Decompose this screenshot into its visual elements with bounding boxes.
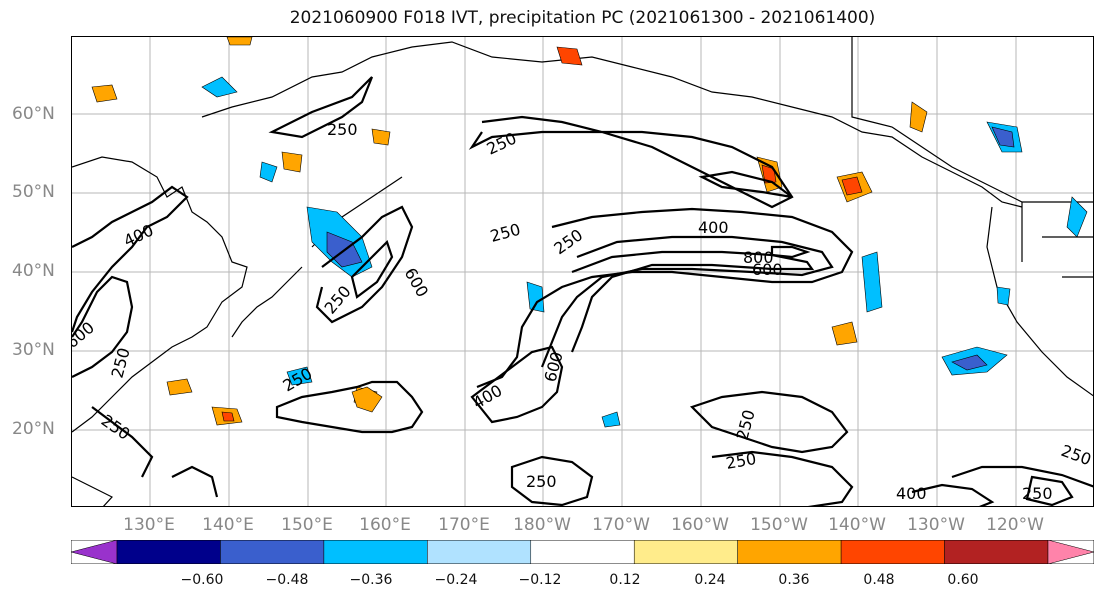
colorbar-tick: 0.24 bbox=[694, 572, 726, 588]
contour-label: 250 bbox=[1059, 441, 1094, 469]
colorbar-tick: 0.12 bbox=[609, 572, 641, 588]
lon-label-150e: 150°E bbox=[281, 515, 333, 535]
contour-label: 400 bbox=[470, 381, 506, 413]
lon-label-150w: 150°W bbox=[750, 515, 808, 535]
colorbar-tick: 0.36 bbox=[778, 572, 810, 588]
lon-label-160e: 160°E bbox=[359, 515, 411, 535]
colorbar-segment bbox=[220, 540, 325, 564]
colorbar-end-low bbox=[71, 540, 118, 564]
lon-label-160w: 160°W bbox=[671, 515, 729, 535]
contour-label: 250 bbox=[327, 120, 358, 139]
lon-label-180w: 180°W bbox=[513, 515, 571, 535]
lon-label-140w: 140°W bbox=[828, 515, 886, 535]
lat-label-50n: 50°N bbox=[12, 182, 55, 202]
lon-label-170w: 170°W bbox=[592, 515, 650, 535]
colorbar-end-high bbox=[1047, 540, 1094, 564]
contour-label: 400 bbox=[896, 484, 927, 503]
ivt-contours bbox=[72, 76, 1093, 506]
precip-shading bbox=[91, 37, 1088, 428]
contour-label: 400 bbox=[698, 218, 729, 237]
contour-label: 250 bbox=[526, 472, 557, 491]
gridlines bbox=[72, 37, 1093, 506]
map-title: 2021060900 F018 IVT, precipitation PC (2… bbox=[289, 8, 876, 28]
contour-label: 250 bbox=[1022, 484, 1053, 503]
map-canvas: 250 250 250 250 400 400 250 600 600 800 … bbox=[72, 37, 1094, 506]
coastlines bbox=[72, 37, 1093, 506]
colorbar bbox=[71, 540, 1094, 564]
colorbar-segment bbox=[427, 540, 532, 564]
contour-label: 800 bbox=[743, 248, 774, 267]
colorbar-tick: −0.24 bbox=[434, 572, 478, 588]
colorbar-tick: 0.60 bbox=[947, 572, 979, 588]
contour-label: 600 bbox=[541, 350, 567, 384]
colorbar-tick: −0.48 bbox=[265, 572, 309, 588]
colorbar-tick: 0.48 bbox=[863, 572, 895, 588]
map-panel: 250 250 250 250 400 400 250 600 600 800 … bbox=[71, 36, 1094, 507]
contour-labels: 250 250 250 250 400 400 250 600 600 800 … bbox=[72, 120, 1094, 503]
colorbar-tick: −0.12 bbox=[518, 572, 562, 588]
lon-label-140e: 140°E bbox=[202, 515, 254, 535]
lon-label-170e: 170°E bbox=[438, 515, 490, 535]
colorbar-tick: −0.36 bbox=[349, 572, 393, 588]
colorbar-segment bbox=[323, 540, 428, 564]
lat-label-20n: 20°N bbox=[12, 419, 55, 439]
colorbar-segment bbox=[116, 540, 221, 564]
colorbar-segment bbox=[530, 540, 635, 564]
lat-label-30n: 30°N bbox=[12, 340, 55, 360]
lat-label-40n: 40°N bbox=[12, 261, 55, 281]
lon-label-120w: 120°W bbox=[986, 515, 1044, 535]
contour-label: 600 bbox=[752, 260, 783, 279]
contour-label: 250 bbox=[550, 225, 586, 258]
contour-label: 250 bbox=[280, 364, 316, 396]
contour-label: 250 bbox=[488, 220, 522, 246]
colorbar-segment bbox=[633, 540, 738, 564]
lon-label-130w: 130°W bbox=[907, 515, 965, 535]
lat-label-60n: 60°N bbox=[12, 104, 55, 124]
contour-label: 250 bbox=[484, 128, 520, 158]
contour-label: 250 bbox=[733, 408, 759, 442]
lon-label-130e: 130°E bbox=[123, 515, 175, 535]
colorbar-segment bbox=[944, 540, 1049, 564]
contour-label: 250 bbox=[724, 449, 757, 473]
colorbar-segment bbox=[840, 540, 945, 564]
contour-label: 600 bbox=[401, 265, 433, 301]
colorbar-tick: −0.60 bbox=[180, 572, 224, 588]
colorbar-segment bbox=[737, 540, 842, 564]
